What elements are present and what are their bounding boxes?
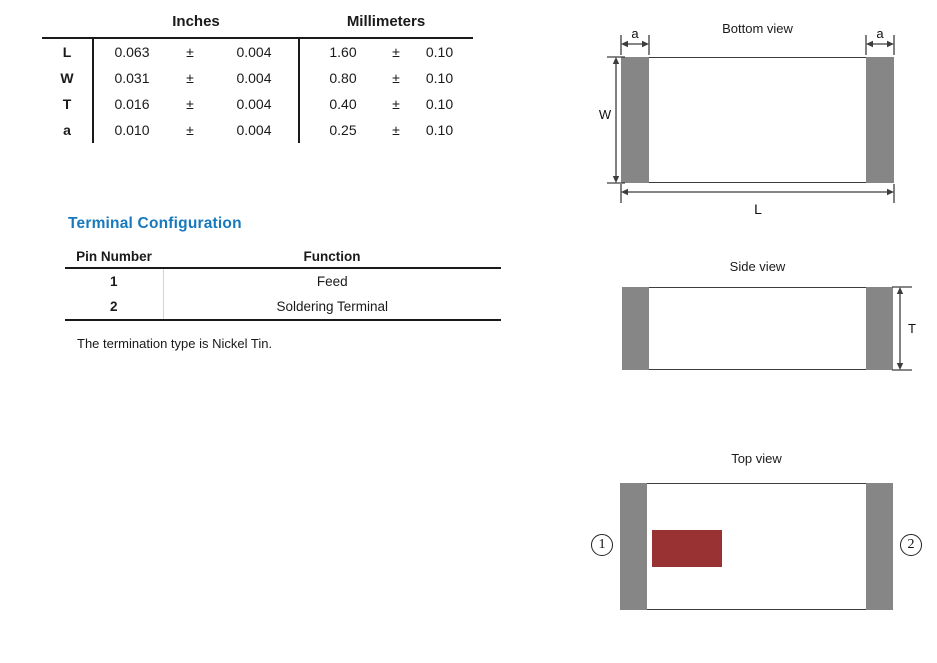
pin-function-table: Pin Number Function 1 Feed 2 Soldering T… bbox=[65, 246, 501, 321]
inch-value: 0.016 bbox=[92, 91, 170, 117]
table-row: T 0.016 ± 0.004 0.40 ± 0.10 bbox=[42, 91, 473, 117]
right-terminal bbox=[866, 57, 894, 183]
pin-function: Soldering Terminal bbox=[163, 294, 501, 321]
inch-pm: ± bbox=[186, 122, 194, 138]
dim-label: W bbox=[60, 70, 74, 86]
termination-note: The termination type is Nickel Tin. bbox=[77, 336, 273, 351]
chip-body-side-view bbox=[622, 287, 893, 370]
table-row: 2 Soldering Terminal bbox=[65, 294, 501, 321]
inch-value: 0.031 bbox=[92, 65, 170, 91]
dim-t-label: T bbox=[908, 321, 916, 336]
right-terminal bbox=[866, 483, 893, 610]
pin-table-header-row: Pin Number Function bbox=[65, 246, 501, 269]
pin-2-label: 2 bbox=[907, 537, 915, 552]
pin-number: 2 bbox=[65, 294, 164, 321]
dim-l: L bbox=[620, 184, 895, 217]
pin-1-label: 1 bbox=[598, 537, 606, 552]
table-row: 1 Feed bbox=[65, 268, 501, 294]
mm-pm: ± bbox=[392, 70, 400, 86]
top-view-title: Top view bbox=[731, 451, 782, 466]
pin-1-circle: 1 bbox=[591, 534, 613, 556]
table-row: L 0.063 ± 0.004 1.60 ± 0.10 bbox=[42, 38, 473, 65]
inch-value: 0.010 bbox=[92, 117, 170, 143]
dim-label: L bbox=[62, 44, 72, 60]
inches-header: Inches bbox=[93, 6, 299, 39]
chip-body-bottom-view bbox=[621, 57, 894, 183]
mm-value: 0.80 bbox=[298, 65, 386, 91]
dim-w-label: W bbox=[599, 107, 612, 122]
bottom-view-diagram: Bottom view a a bbox=[595, 14, 937, 219]
inch-pm: ± bbox=[186, 44, 194, 60]
inch-tol: 0.004 bbox=[236, 96, 272, 112]
dim-t: T bbox=[892, 286, 916, 371]
red-marking bbox=[652, 530, 722, 567]
dim-l-label: L bbox=[754, 201, 762, 217]
mm-tol: 0.10 bbox=[425, 96, 454, 112]
mm-tol: 0.10 bbox=[425, 70, 454, 86]
top-view-diagram: Top view 1 2 bbox=[585, 445, 937, 620]
inch-value: 0.063 bbox=[92, 38, 170, 65]
pin-number-header: Pin Number bbox=[65, 246, 163, 269]
mm-tol: 0.10 bbox=[425, 122, 454, 138]
mm-value: 1.60 bbox=[298, 38, 386, 65]
inch-tol: 0.004 bbox=[236, 122, 272, 138]
dimensions-header-row: Inches Millimeters bbox=[42, 6, 473, 39]
pin-function: Feed bbox=[316, 274, 348, 289]
mm-pm: ± bbox=[392, 96, 400, 112]
side-view-diagram: Side view T bbox=[595, 255, 937, 385]
mm-pm: ± bbox=[392, 44, 400, 60]
inch-tol: 0.004 bbox=[236, 44, 272, 60]
table-row: a 0.010 ± 0.004 0.25 ± 0.10 bbox=[42, 117, 473, 143]
mm-tol: 0.10 bbox=[425, 44, 454, 60]
left-terminal bbox=[621, 57, 649, 183]
left-terminal bbox=[622, 287, 649, 370]
right-terminal bbox=[866, 287, 893, 370]
inch-tol: 0.004 bbox=[236, 70, 272, 86]
inch-pm: ± bbox=[186, 70, 194, 86]
inch-pm: ± bbox=[186, 96, 194, 112]
mm-value: 0.25 bbox=[298, 117, 386, 143]
table-row: W 0.031 ± 0.004 0.80 ± 0.10 bbox=[42, 65, 473, 91]
dim-label: T bbox=[62, 96, 72, 112]
side-view-title: Side view bbox=[729, 259, 786, 274]
left-terminal bbox=[620, 483, 647, 610]
pin-number: 1 bbox=[65, 268, 164, 294]
mm-pm: ± bbox=[392, 122, 400, 138]
dim-label: a bbox=[63, 122, 71, 138]
function-header: Function bbox=[163, 246, 501, 269]
pin-2-circle: 2 bbox=[900, 534, 922, 556]
bottom-view-title: Bottom view bbox=[722, 21, 793, 36]
mm-value: 0.40 bbox=[298, 91, 386, 117]
dimensions-table: Inches Millimeters L 0.063 ± 0.004 1.60 … bbox=[42, 6, 473, 143]
terminal-configuration-heading: Terminal Configuration bbox=[68, 215, 242, 232]
corner-cell bbox=[42, 6, 93, 39]
millimeters-header: Millimeters bbox=[299, 6, 473, 39]
